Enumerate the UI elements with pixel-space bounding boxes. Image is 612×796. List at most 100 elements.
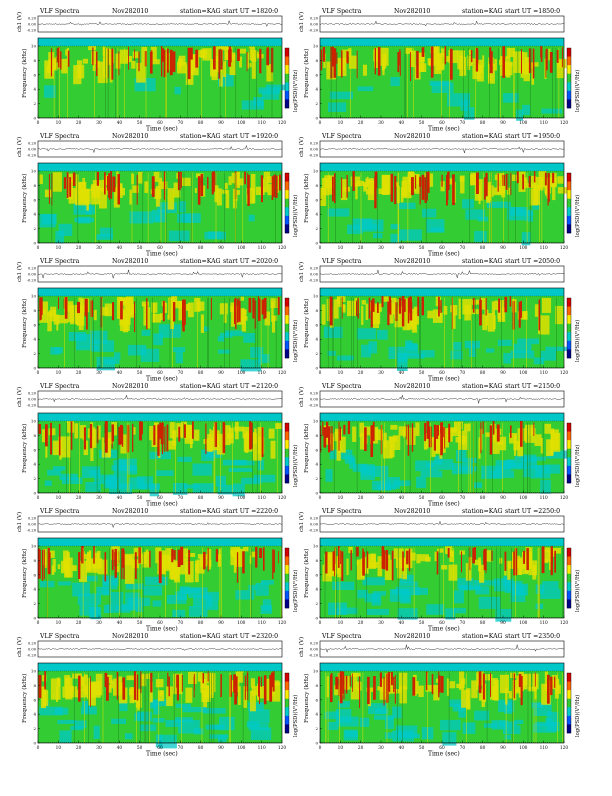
high-power-streak	[111, 424, 114, 442]
mid-power-patch	[116, 555, 120, 565]
mid-power-patch	[460, 176, 465, 194]
high-power-streak	[409, 296, 412, 314]
mid-power-patch	[265, 678, 271, 701]
quiet-patch	[359, 717, 370, 727]
quiet-patch	[192, 463, 212, 476]
mid-power-patch	[243, 433, 254, 452]
mid-power-patch	[555, 305, 563, 325]
mid-power-patch	[443, 306, 448, 315]
high-power-streak	[533, 422, 535, 436]
quiet-patch	[337, 701, 350, 708]
time-tick-label: 10	[338, 371, 344, 376]
high-power-streak	[338, 673, 340, 697]
mid-power-patch	[487, 313, 495, 332]
quiet-patch	[152, 699, 170, 707]
high-power-streak	[470, 50, 473, 63]
time-axis-label: Time (sec)	[146, 251, 178, 258]
time-tick-label: 80	[198, 121, 204, 126]
quiet-patch	[357, 589, 368, 599]
frequency-tick-label: 2	[315, 351, 318, 356]
mid-power-patch	[362, 64, 367, 76]
mid-power-patch	[381, 296, 389, 302]
high-power-streak	[532, 48, 535, 79]
high-power-streak	[195, 49, 199, 68]
high-power-streak	[132, 423, 134, 452]
mid-power-patch	[525, 179, 528, 185]
high-power-streak	[373, 676, 376, 700]
mid-power-patch	[168, 440, 176, 450]
colorbar-frame	[284, 47, 290, 109]
time-tick-label: 90	[500, 371, 506, 376]
time-tick-label: 30	[96, 246, 102, 251]
high-power-streak	[320, 49, 323, 71]
time-tick-label: 120	[560, 121, 568, 126]
time-tick-label: 70	[460, 496, 466, 501]
quiet-patch	[89, 606, 100, 619]
mid-power-patch	[223, 61, 227, 78]
high-power-streak	[504, 296, 508, 313]
high-power-streak	[449, 48, 453, 80]
colorbar-segment	[567, 82, 571, 92]
high-power-streak	[322, 421, 324, 436]
quiet-patch	[328, 102, 347, 112]
frequency-tick-label: 10	[313, 294, 319, 299]
high-power-streak	[112, 549, 114, 560]
quiet-patch	[384, 732, 394, 739]
quiet-patch	[109, 483, 133, 494]
mid-power-patch	[93, 552, 99, 561]
high-power-streak	[121, 548, 123, 580]
frequency-axis-label: Frequency (kHz)	[303, 49, 310, 98]
mid-power-patch	[159, 565, 166, 575]
mid-power-patch	[529, 188, 539, 206]
waveform-axis-label: ch1 (V)	[16, 637, 23, 657]
quiet-patch	[503, 725, 521, 735]
mid-power-patch	[92, 62, 96, 71]
mid-power-patch	[135, 688, 142, 708]
colorbar-segment	[285, 323, 289, 333]
frequency-tick-label: 8	[33, 558, 36, 563]
high-power-streak	[242, 551, 245, 574]
quiet-patch	[507, 578, 514, 592]
mid-power-patch	[223, 314, 227, 323]
quiet-patch	[81, 575, 98, 582]
time-tick-label: 90	[500, 246, 506, 251]
mid-power-patch	[338, 436, 346, 453]
frequency-tick-label: 0	[33, 116, 36, 121]
time-tick-label: 90	[218, 246, 224, 251]
time-tick-label: 0	[37, 121, 40, 126]
mid-power-patch	[517, 311, 527, 320]
time-axis-label: Time (sec)	[428, 626, 460, 633]
colorbar-frame	[284, 422, 290, 484]
time-tick-label: 20	[358, 621, 364, 626]
mid-power-patch	[415, 422, 420, 436]
high-power-streak	[207, 671, 209, 682]
colorbar-segment	[285, 698, 289, 708]
high-power-streak	[187, 47, 191, 80]
quiet-patch	[258, 87, 281, 94]
high-power-streak	[326, 421, 329, 438]
mid-power-patch	[240, 296, 244, 301]
time-tick-label: 120	[278, 371, 286, 376]
panel-date: Nov282010	[394, 633, 430, 640]
mid-power-patch	[427, 310, 434, 319]
panel-title: VLF Spectra	[321, 508, 362, 515]
frequency-axis-label: Frequency (kHz)	[21, 424, 28, 473]
mid-power-patch	[239, 56, 242, 68]
colorbar-label: log(PSD)(V²/Hz)	[574, 320, 581, 362]
frequency-tick-label: 2	[33, 101, 36, 106]
high-power-streak	[417, 296, 420, 317]
high-power-streak	[387, 301, 390, 326]
quiet-patch	[188, 587, 208, 598]
time-axis-label: Time (sec)	[146, 501, 178, 508]
high-power-streak	[118, 51, 120, 76]
high-power-streak	[272, 671, 275, 692]
mid-power-patch	[104, 178, 109, 186]
mid-power-patch	[75, 190, 80, 206]
mid-power-patch	[44, 555, 48, 568]
colorbar-segment	[567, 215, 571, 225]
mid-power-patch	[513, 558, 522, 575]
time-tick-label: 10	[338, 246, 344, 251]
mid-power-patch	[368, 302, 373, 311]
waveform-tick-label: -0.20	[27, 654, 37, 658]
high-power-streak	[538, 299, 541, 331]
